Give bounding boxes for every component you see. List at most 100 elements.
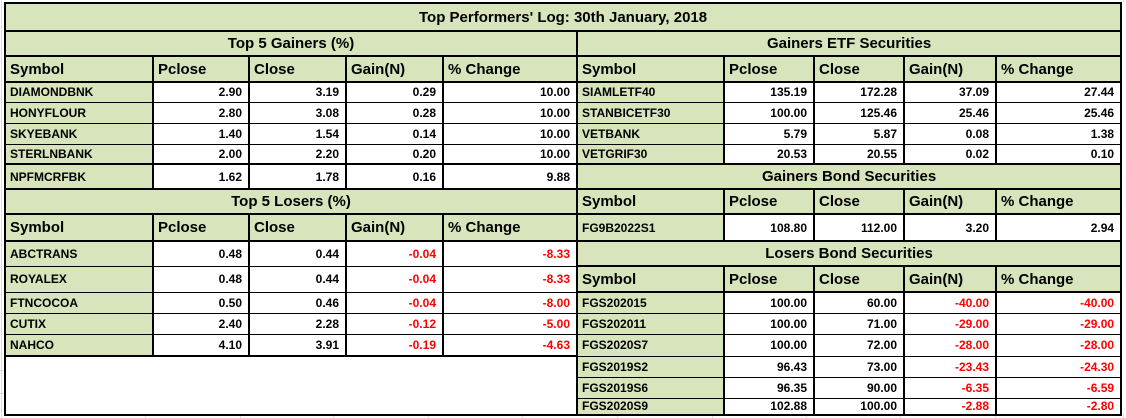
gain-cell[interactable]: -23.43 [903,355,997,378]
empty-cell-block[interactable] [4,355,578,416]
pct-change-cell[interactable]: -2.80 [994,397,1123,416]
col-header-symbol[interactable]: Symbol [576,55,725,83]
gain-cell[interactable]: 0.29 [345,81,444,103]
pct-change-cell[interactable]: 2.94 [994,213,1123,242]
symbol-cell[interactable]: STANBICETF30 [576,101,725,124]
pclose-cell[interactable]: 5.79 [723,122,815,145]
close-cell[interactable]: 5.87 [813,122,905,145]
pclose-cell[interactable]: 96.35 [723,376,815,399]
close-cell[interactable]: 20.55 [813,143,905,165]
col-header-pclose[interactable]: Pclose [723,188,815,215]
symbol-cell[interactable]: VETGRIF30 [576,143,725,165]
pct-change-cell[interactable]: -4.63 [442,333,578,357]
pct-change-cell[interactable]: 1.38 [994,122,1123,145]
gain-cell[interactable]: -28.00 [903,333,997,357]
col-header-close[interactable]: Close [813,55,905,83]
close-cell[interactable]: 0.44 [248,240,347,267]
close-cell[interactable]: 71.00 [813,312,905,335]
col-header-pct-change[interactable]: % Change [994,265,1123,293]
gain-cell[interactable]: -40.00 [903,291,997,314]
col-header-pct-change[interactable]: % Change [442,213,578,242]
col-header-gain[interactable]: Gain(N) [345,213,444,242]
symbol-cell[interactable]: NAHCO [4,333,154,357]
col-header-pct-change[interactable]: % Change [442,55,578,83]
close-cell[interactable]: 1.78 [248,163,347,190]
close-cell[interactable]: 172.28 [813,81,905,103]
close-cell[interactable]: 125.46 [813,101,905,124]
gain-cell[interactable]: -0.04 [345,240,444,267]
close-cell[interactable]: 100.00 [813,397,905,416]
symbol-cell[interactable]: SKYEBANK [4,122,154,145]
section-title-etf-gainers[interactable]: Gainers ETF Securities [575,30,1123,57]
col-header-symbol[interactable]: Symbol [576,188,725,215]
pct-change-cell[interactable]: -28.00 [994,333,1123,357]
symbol-cell[interactable]: FGS2019S6 [576,376,725,399]
pclose-cell[interactable]: 100.00 [723,101,815,124]
pct-change-cell[interactable]: -29.00 [994,312,1123,335]
symbol-cell[interactable]: FTNCOCOA [4,291,154,314]
col-header-pct-change[interactable]: % Change [994,55,1123,83]
close-cell[interactable]: 90.00 [813,376,905,399]
gain-cell[interactable]: 37.09 [903,81,997,103]
gain-cell[interactable]: -6.35 [903,376,997,399]
col-header-pclose[interactable]: Pclose [723,265,815,293]
pct-change-cell[interactable]: -24.30 [994,355,1123,378]
close-cell[interactable]: 72.00 [813,333,905,357]
pct-change-cell[interactable]: -40.00 [994,291,1123,314]
report-title[interactable]: Top Performers' Log: 30th January, 2018 [3,2,1123,32]
symbol-cell[interactable]: SIAMLETF40 [576,81,725,103]
pclose-cell[interactable]: 4.10 [152,333,250,357]
symbol-cell[interactable]: CUTIX [4,312,154,335]
pct-change-cell[interactable]: -8.00 [442,291,578,314]
pclose-cell[interactable]: 100.00 [723,291,815,314]
pclose-cell[interactable]: 20.53 [723,143,815,165]
col-header-pclose[interactable]: Pclose [152,213,250,242]
close-cell[interactable]: 3.91 [248,333,347,357]
pct-change-cell[interactable]: 27.44 [994,81,1123,103]
col-header-close[interactable]: Close [813,265,905,293]
col-header-gain[interactable]: Gain(N) [903,188,997,215]
close-cell[interactable]: 0.46 [248,291,347,314]
gain-cell[interactable]: 25.46 [903,101,997,124]
symbol-cell[interactable]: FGS2020S7 [576,333,725,357]
symbol-cell[interactable]: ABCTRANS [4,240,154,267]
close-cell[interactable]: 0.44 [248,265,347,293]
col-header-gain[interactable]: Gain(N) [903,55,997,83]
gain-cell[interactable]: 3.20 [903,213,997,242]
gain-cell[interactable]: -2.88 [903,397,997,416]
symbol-cell[interactable]: FGS2020S9 [576,397,725,416]
col-header-symbol[interactable]: Symbol [4,213,154,242]
pclose-cell[interactable]: 2.90 [152,81,250,103]
pct-change-cell[interactable]: -6.59 [994,376,1123,399]
pclose-cell[interactable]: 1.62 [152,163,250,190]
gain-cell[interactable]: 0.28 [345,101,444,124]
pclose-cell[interactable]: 135.19 [723,81,815,103]
symbol-cell[interactable]: DIAMONDBNK [4,81,154,103]
gain-cell[interactable]: -0.19 [345,333,444,357]
pclose-cell[interactable]: 100.00 [723,333,815,357]
col-header-close[interactable]: Close [248,213,347,242]
pclose-cell[interactable]: 0.50 [152,291,250,314]
section-title-top-gainers[interactable]: Top 5 Gainers (%) [4,30,578,57]
close-cell[interactable]: 2.28 [248,312,347,335]
symbol-cell[interactable]: FG9B2022S1 [576,213,725,242]
pclose-cell[interactable]: 0.48 [152,265,250,293]
col-header-symbol[interactable]: Symbol [4,55,154,83]
pclose-cell[interactable]: 0.48 [152,240,250,267]
col-header-pclose[interactable]: Pclose [152,55,250,83]
symbol-cell[interactable]: FGS202015 [576,291,725,314]
pct-change-cell[interactable]: 25.46 [994,101,1123,124]
pct-change-cell[interactable]: -8.33 [442,265,578,293]
close-cell[interactable]: 2.20 [248,143,347,165]
pclose-cell[interactable]: 100.00 [723,312,815,335]
col-header-close[interactable]: Close [813,188,905,215]
section-title-bond-gainers[interactable]: Gainers Bond Securities [575,163,1123,190]
pct-change-cell[interactable]: 9.88 [442,163,578,190]
close-cell[interactable]: 3.08 [248,101,347,124]
pct-change-cell[interactable]: 0.10 [994,143,1123,165]
gain-cell[interactable]: 0.08 [903,122,997,145]
section-title-top-losers[interactable]: Top 5 Losers (%) [4,188,578,215]
pct-change-cell[interactable]: 10.00 [442,81,578,103]
col-header-gain[interactable]: Gain(N) [903,265,997,293]
pclose-cell[interactable]: 2.80 [152,101,250,124]
